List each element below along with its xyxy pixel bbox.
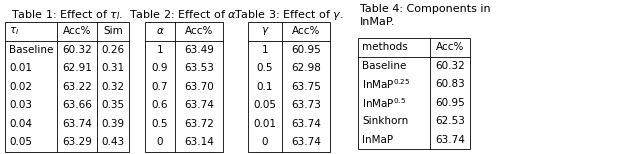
Text: InMaP$^{0.25}$: InMaP$^{0.25}$: [362, 77, 410, 91]
Text: $\alpha$: $\alpha$: [156, 26, 164, 36]
Text: $\tau_I$: $\tau_I$: [9, 25, 19, 37]
Text: methods: methods: [362, 42, 408, 52]
Text: Acc%: Acc%: [436, 42, 464, 52]
Text: 63.70: 63.70: [184, 82, 214, 92]
Text: 0.01: 0.01: [9, 63, 32, 73]
Text: 0.02: 0.02: [9, 82, 32, 92]
Text: Acc%: Acc%: [63, 26, 91, 36]
Text: Acc%: Acc%: [292, 26, 320, 36]
Text: 63.74: 63.74: [184, 100, 214, 110]
Text: 63.73: 63.73: [291, 100, 321, 110]
Text: Baseline: Baseline: [9, 45, 53, 55]
Text: Table 4: Components in
InMaP.: Table 4: Components in InMaP.: [360, 4, 491, 27]
Text: 62.98: 62.98: [291, 63, 321, 73]
Text: 60.95: 60.95: [291, 45, 321, 55]
Text: 62.91: 62.91: [62, 63, 92, 73]
Text: Table 3: Effect of $\gamma$.: Table 3: Effect of $\gamma$.: [234, 8, 344, 22]
Text: 0.5: 0.5: [257, 63, 273, 73]
Text: Table 1: Effect of $\tau_I$.: Table 1: Effect of $\tau_I$.: [11, 8, 123, 22]
Bar: [248, 22, 330, 152]
Text: $\gamma$: $\gamma$: [260, 25, 269, 37]
Text: 63.72: 63.72: [184, 119, 214, 129]
Text: 0.03: 0.03: [9, 100, 32, 110]
Text: 0: 0: [157, 137, 163, 147]
Text: 63.22: 63.22: [62, 82, 92, 92]
Text: Baseline: Baseline: [362, 61, 406, 71]
Text: 0.05: 0.05: [9, 137, 32, 147]
Text: 0.9: 0.9: [152, 63, 168, 73]
Bar: [358, 38, 470, 149]
Text: InMaP: InMaP: [362, 135, 393, 145]
Text: 0.05: 0.05: [253, 100, 276, 110]
Text: 0.1: 0.1: [257, 82, 273, 92]
Text: 0.6: 0.6: [152, 100, 168, 110]
Text: 60.83: 60.83: [435, 79, 465, 89]
Text: 0.32: 0.32: [101, 82, 125, 92]
Text: 1: 1: [157, 45, 163, 55]
Text: 0: 0: [262, 137, 268, 147]
Text: 0.04: 0.04: [9, 119, 32, 129]
Text: 60.95: 60.95: [435, 98, 465, 108]
Text: 0.5: 0.5: [152, 119, 168, 129]
Bar: [145, 22, 223, 152]
Text: 63.74: 63.74: [62, 119, 92, 129]
Text: 62.53: 62.53: [435, 116, 465, 126]
Text: 0.35: 0.35: [101, 100, 125, 110]
Text: 63.66: 63.66: [62, 100, 92, 110]
Text: InMaP$^{0.5}$: InMaP$^{0.5}$: [362, 96, 406, 110]
Text: 0.43: 0.43: [101, 137, 125, 147]
Text: 1: 1: [262, 45, 268, 55]
Text: 63.74: 63.74: [291, 119, 321, 129]
Text: Sim: Sim: [103, 26, 123, 36]
Text: 63.74: 63.74: [291, 137, 321, 147]
Text: 60.32: 60.32: [435, 61, 465, 71]
Text: Sinkhorn: Sinkhorn: [362, 116, 408, 126]
Text: 63.75: 63.75: [291, 82, 321, 92]
Text: 0.39: 0.39: [101, 119, 125, 129]
Text: 63.14: 63.14: [184, 137, 214, 147]
Text: 63.49: 63.49: [184, 45, 214, 55]
Bar: [5, 22, 129, 152]
Text: 60.32: 60.32: [62, 45, 92, 55]
Text: 63.29: 63.29: [62, 137, 92, 147]
Text: 0.26: 0.26: [101, 45, 125, 55]
Text: Table 2: Effect of $\alpha$.: Table 2: Effect of $\alpha$.: [129, 8, 239, 20]
Text: Acc%: Acc%: [185, 26, 213, 36]
Text: 0.7: 0.7: [152, 82, 168, 92]
Text: 0.31: 0.31: [101, 63, 125, 73]
Text: 63.53: 63.53: [184, 63, 214, 73]
Text: 0.01: 0.01: [253, 119, 276, 129]
Text: 63.74: 63.74: [435, 135, 465, 145]
